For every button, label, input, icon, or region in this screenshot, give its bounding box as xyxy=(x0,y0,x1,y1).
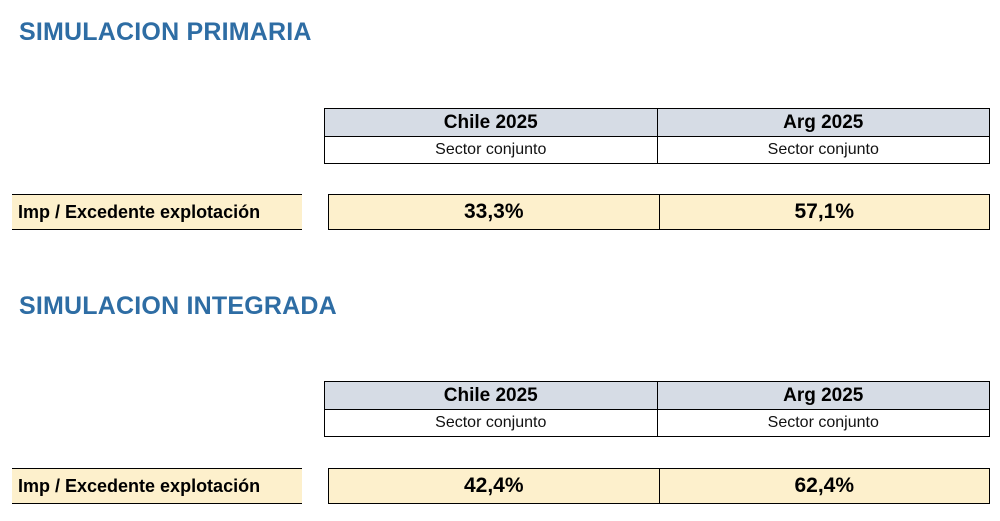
row-label: Imp / Excedente explotación xyxy=(12,194,302,230)
header-table-integrada: Chile 2025 Arg 2025 Sector conjunto Sect… xyxy=(324,381,990,437)
value-chile: 33,3% xyxy=(328,194,660,230)
header-table-primaria: Chile 2025 Arg 2025 Sector conjunto Sect… xyxy=(324,108,990,164)
column-header-chile: Chile 2025 xyxy=(324,108,658,137)
section-title-integrada: SIMULACION INTEGRADA xyxy=(19,292,337,320)
value-arg: 57,1% xyxy=(658,194,990,230)
row-spacer xyxy=(302,468,329,504)
column-subheader-arg: Sector conjunto xyxy=(656,409,990,437)
column-header-chile: Chile 2025 xyxy=(324,381,658,410)
column-subheader-chile: Sector conjunto xyxy=(324,136,658,164)
column-header-arg: Arg 2025 xyxy=(656,108,990,137)
column-subheader-chile: Sector conjunto xyxy=(324,409,658,437)
section-title-primaria: SIMULACION PRIMARIA xyxy=(19,18,312,46)
value-arg: 62,4% xyxy=(658,468,990,504)
value-row-integrada: Imp / Excedente explotación 42,4% 62,4% xyxy=(12,468,990,504)
row-spacer xyxy=(302,194,329,230)
column-subheader-arg: Sector conjunto xyxy=(656,136,990,164)
value-row-primaria: Imp / Excedente explotación 33,3% 57,1% xyxy=(12,194,990,230)
value-chile: 42,4% xyxy=(328,468,660,504)
row-label: Imp / Excedente explotación xyxy=(12,468,302,504)
column-header-arg: Arg 2025 xyxy=(656,381,990,410)
